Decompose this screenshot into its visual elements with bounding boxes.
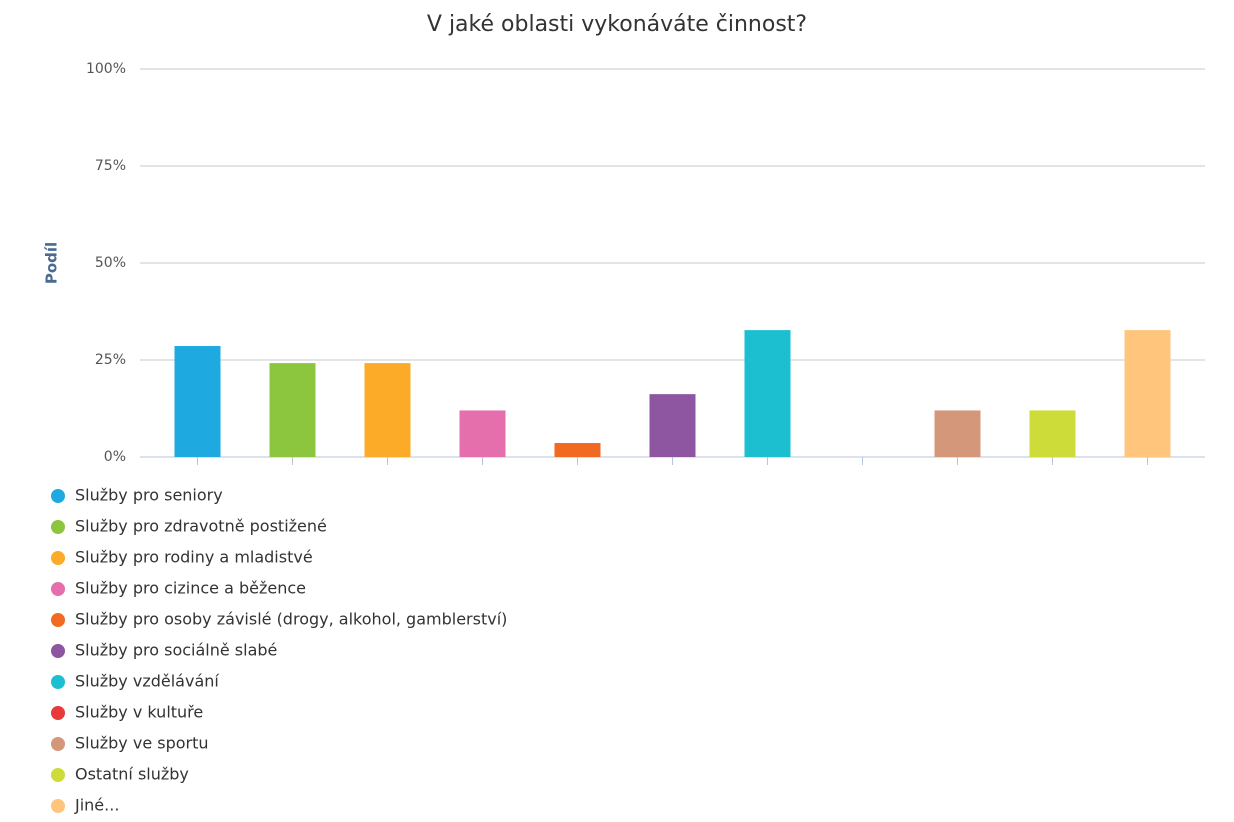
legend-label: Služby pro zdravotně postižené <box>75 517 327 536</box>
y-axis-label: Podíl <box>43 242 61 284</box>
y-tick-label: 50% <box>95 255 126 271</box>
legend-marker <box>51 737 65 751</box>
legend-label: Služby v kultuře <box>75 703 203 722</box>
legend-marker <box>51 551 65 565</box>
y-tick-label: 25% <box>95 352 126 368</box>
legend-marker <box>51 520 65 534</box>
legend-marker <box>51 613 65 627</box>
bar <box>459 410 506 457</box>
bar <box>649 394 696 457</box>
bar <box>269 363 316 457</box>
legend-label: Služby pro osoby závislé (drogy, alkohol… <box>75 610 507 629</box>
legend-marker <box>51 706 65 720</box>
bar <box>1124 330 1171 457</box>
y-tick-label: 75% <box>95 158 126 174</box>
bar <box>934 410 981 457</box>
legend-label: Služby pro cizince a běžence <box>75 579 306 598</box>
legend-label: Jiné... <box>74 796 119 815</box>
legend-marker <box>51 768 65 782</box>
legend-label: Služby pro seniory <box>75 486 223 505</box>
legend-label: Služby vzdělávání <box>75 672 219 691</box>
legend-marker <box>51 489 65 503</box>
bar <box>744 330 791 457</box>
bar <box>1029 410 1076 457</box>
legend-label: Ostatní služby <box>75 765 189 784</box>
bar <box>174 346 221 457</box>
bar <box>554 443 601 457</box>
bar <box>364 363 411 457</box>
legend-marker <box>51 675 65 689</box>
legend-label: Služby pro rodiny a mladistvé <box>75 548 313 567</box>
legend-label: Služby ve sportu <box>75 734 209 753</box>
y-tick-label: 0% <box>104 449 126 465</box>
legend-label: Služby pro sociálně slabé <box>75 641 277 660</box>
legend-marker <box>51 799 65 813</box>
y-tick-label: 100% <box>86 61 126 77</box>
chart-title: V jaké oblasti vykonáváte činnost? <box>427 12 807 37</box>
legend-marker <box>51 582 65 596</box>
legend-marker <box>51 644 65 658</box>
